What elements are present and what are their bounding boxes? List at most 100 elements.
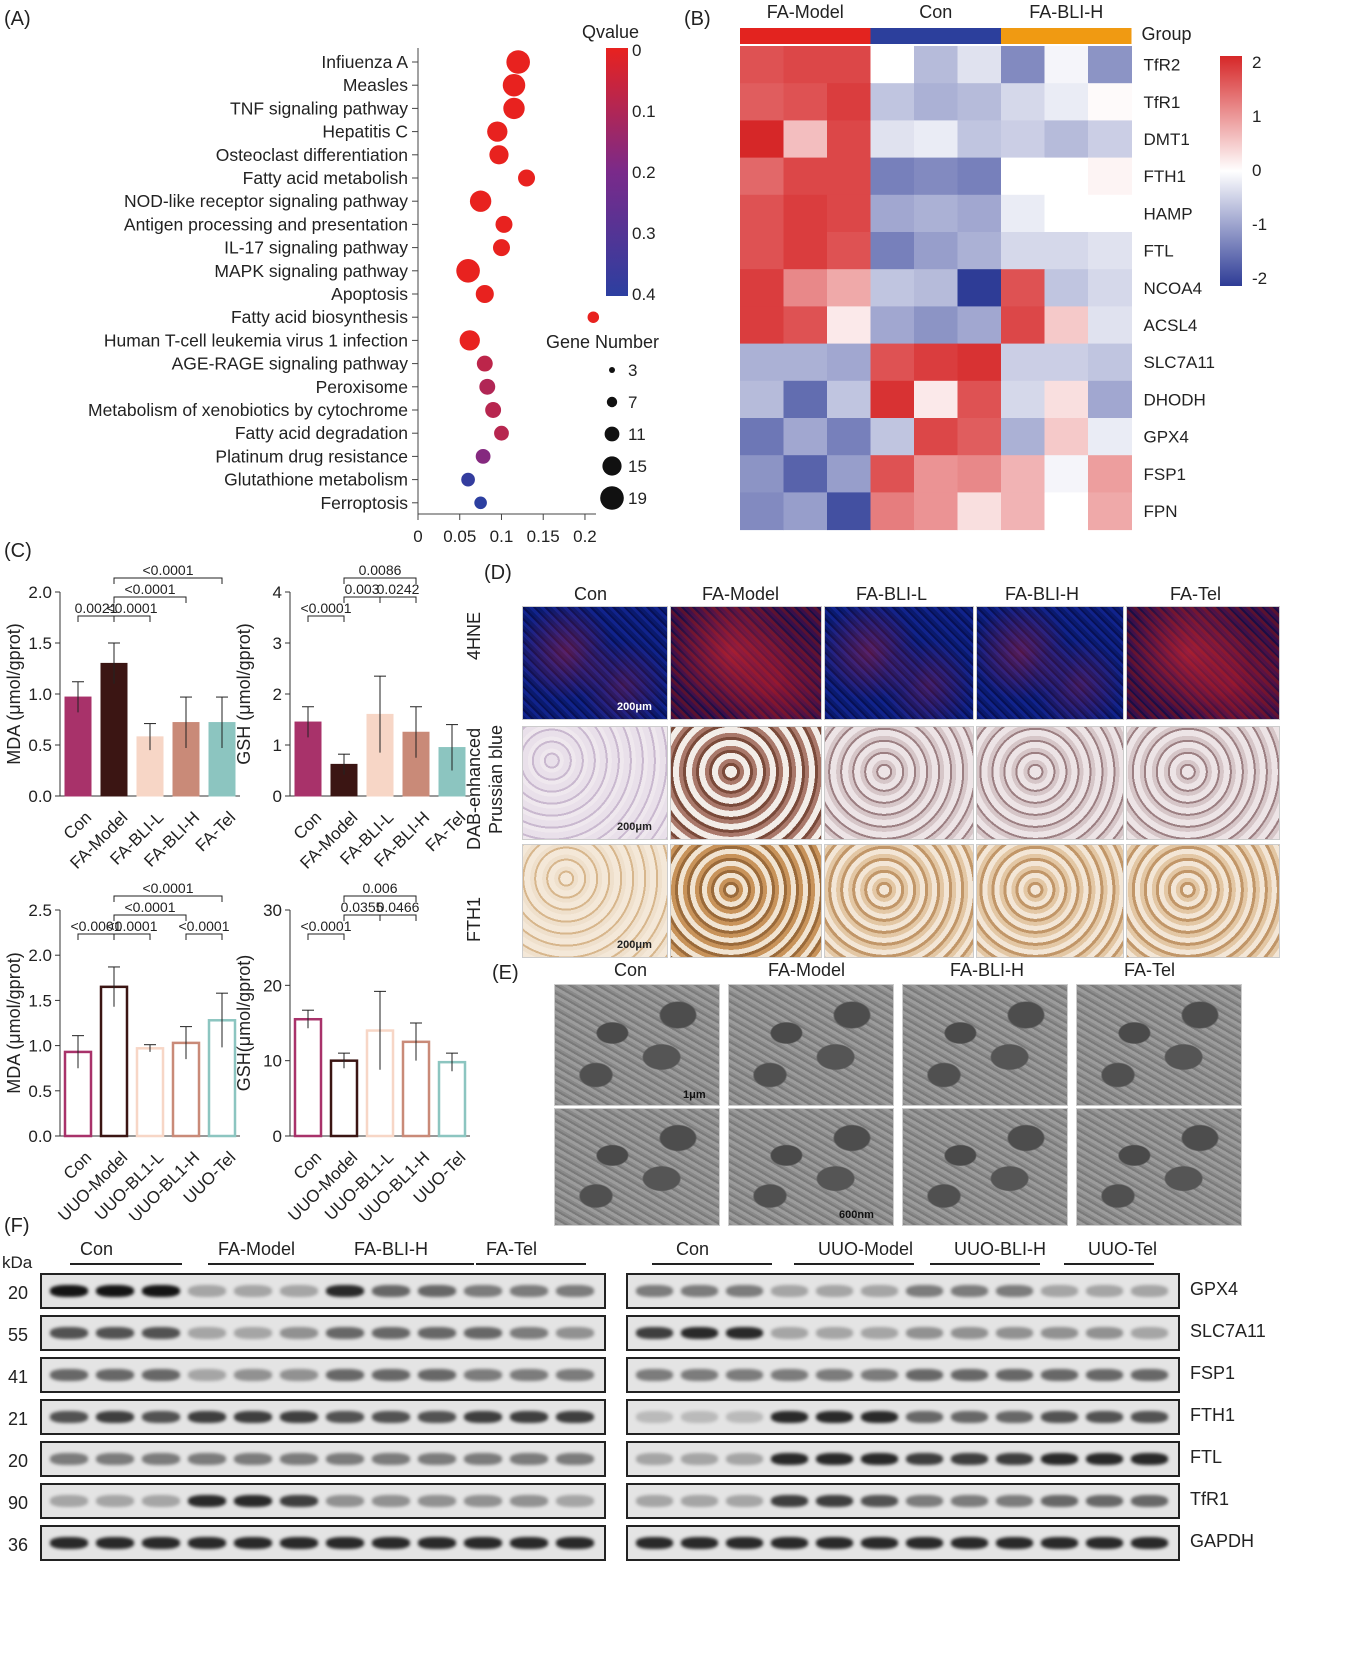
- blot-band: [188, 1453, 226, 1465]
- heatmap-cell: [1001, 157, 1045, 196]
- term-label: Fatty acid metabolish: [243, 168, 408, 188]
- heatmap-cell: [914, 269, 958, 307]
- blot-group-label: FA-BLI-H: [354, 1239, 429, 1259]
- heatmap-cell: [740, 157, 784, 196]
- heatmap-cell: [1001, 120, 1045, 159]
- heatmap-cell: [914, 120, 958, 159]
- blot-band: [681, 1453, 718, 1465]
- heatmap-cell: [1001, 269, 1045, 307]
- blot-band: [861, 1285, 898, 1297]
- heatmap-cell: [1001, 232, 1045, 270]
- image-fth1-con: 200μm: [522, 844, 668, 958]
- heatmap-cell: [914, 46, 958, 84]
- blot-band: [906, 1327, 943, 1339]
- group-label: FA-Model: [767, 2, 844, 22]
- blot-band: [1086, 1285, 1123, 1297]
- heatmap-cell: [870, 418, 915, 456]
- enrichment-bubble-chart: 0 0.05 0.1 0.15 0.2 Infiuenza A Measles TNF sig…: [88, 22, 659, 546]
- group-label: Con: [919, 2, 952, 22]
- blot-band: [142, 1369, 180, 1381]
- significance-bracket: [113, 577, 223, 584]
- blot-group-label: FA-Tel: [486, 1239, 538, 1259]
- blot-band: [996, 1537, 1033, 1549]
- heatmap-cell: [827, 83, 871, 121]
- blot-band: [326, 1369, 364, 1381]
- heatmap-cell: [914, 380, 958, 419]
- p-value-label: <0.0001: [301, 918, 352, 934]
- blot-band: [816, 1495, 853, 1507]
- blot-band: [142, 1327, 180, 1339]
- image-fth1-fa-bli-l: [824, 844, 974, 958]
- blot-band: [418, 1453, 456, 1465]
- protein-label: FSP1: [1190, 1363, 1236, 1383]
- gene-label: HAMP: [1144, 204, 1193, 223]
- blot-band: [50, 1537, 88, 1549]
- heatmap-colorbar: [1220, 56, 1242, 286]
- bubble-point: [489, 145, 509, 165]
- y-tick-label: 30: [263, 901, 282, 920]
- blot-band: [510, 1285, 548, 1297]
- blot-band: [418, 1327, 456, 1339]
- p-value-label: 0.0242: [377, 581, 420, 597]
- significance-bracket: [307, 615, 345, 622]
- y-tick-label: 20: [263, 976, 282, 995]
- p-value-label: <0.0001: [107, 918, 158, 934]
- blot-band: [771, 1369, 808, 1381]
- blot-group-label: UUO-Tel: [1088, 1239, 1158, 1259]
- heatmap-cell: [914, 306, 958, 345]
- blot-band: [1041, 1285, 1078, 1297]
- gene-number-legend-dot: [609, 367, 615, 373]
- bubble-point: [502, 73, 526, 97]
- heatmap-cell: [957, 492, 1002, 531]
- heatmap-cell: [783, 455, 828, 493]
- colorbar-tick-label: -1: [1252, 215, 1267, 234]
- heatmap-cell: [1001, 46, 1045, 84]
- panel-label-d: (D): [484, 562, 512, 584]
- blot-group-underline: [476, 1263, 586, 1265]
- col-label-fa-tel: FA-Tel: [1170, 584, 1222, 604]
- heatmap-cell: [1088, 492, 1132, 531]
- heatmap-cell: [1088, 418, 1132, 456]
- bubble-point: [518, 169, 536, 187]
- p-value-label: <0.0001: [125, 581, 176, 597]
- scalebar-label: 200μm: [617, 701, 652, 713]
- term-label: Measles: [343, 75, 408, 95]
- electron-microscopy-panel: Con FA-Model FA-BLI-H FA-Tel 1μm 600nm: [540, 960, 1364, 1226]
- blot-band: [510, 1411, 548, 1423]
- image-4hne-fa-model: [670, 606, 822, 720]
- significance-bracket: [113, 615, 151, 622]
- heatmap-cell: [740, 120, 784, 159]
- bubble-point: [479, 378, 496, 395]
- blot-band: [280, 1453, 318, 1465]
- p-value-label: <0.0001: [107, 600, 158, 616]
- blot-band: [280, 1327, 318, 1339]
- x-tick-label: 0.15: [527, 527, 560, 546]
- heatmap-cell: [1001, 194, 1045, 233]
- heatmap-cell: [1088, 46, 1132, 84]
- bar: [329, 1059, 359, 1138]
- term-label: TNF signaling pathway: [230, 98, 408, 118]
- blot-band: [951, 1285, 988, 1297]
- blot-group-label: UUO-Model: [818, 1239, 914, 1259]
- heatmap-cell: [1001, 83, 1045, 121]
- blot-band: [951, 1369, 988, 1381]
- col-label-con: Con: [574, 584, 608, 604]
- y-tick-label: 0.0: [28, 1127, 52, 1146]
- blot-band: [861, 1453, 898, 1465]
- heatmap-cell: [783, 306, 828, 345]
- p-value-label: 0.0086: [359, 562, 402, 578]
- heatmap-cell: [1088, 194, 1132, 233]
- blot-band: [681, 1285, 718, 1297]
- blot-band: [326, 1537, 364, 1549]
- blot-band: [771, 1327, 808, 1339]
- term-label: AGE-RAGE signaling pathway: [172, 354, 409, 374]
- blot-band: [906, 1285, 943, 1297]
- y-tick-label: 2.5: [28, 901, 52, 920]
- y-tick-label: 10: [263, 1052, 282, 1071]
- blot-band: [1131, 1537, 1168, 1549]
- heatmap-cell: [1001, 455, 1045, 493]
- em-image-fa-model-bottom: 600nm: [728, 1108, 894, 1226]
- blot-band: [96, 1453, 134, 1465]
- blot-strip-right: [626, 1357, 1180, 1393]
- em-col-fa-model: FA-Model: [768, 960, 846, 980]
